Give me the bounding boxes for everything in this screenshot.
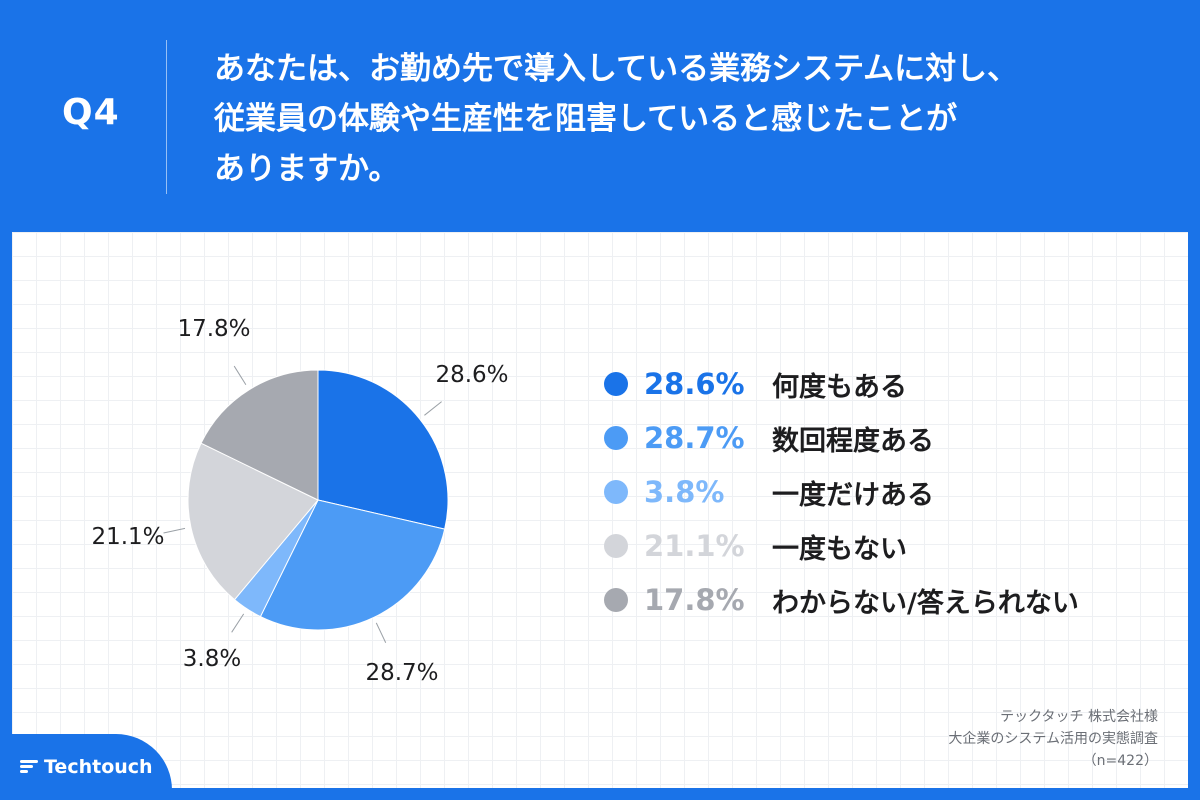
pie-slice-5 <box>200 369 319 501</box>
slice-label-3: 3.8% <box>183 646 241 672</box>
legend-item-5: 17.8% わからない/答えられない <box>604 580 1079 620</box>
pie-slice-4 <box>187 442 319 601</box>
legend-value-1: 28.6% <box>644 367 745 401</box>
legend-value-3: 3.8% <box>644 475 725 509</box>
legend-value-2: 28.7% <box>644 421 745 455</box>
legend-dot-5 <box>604 588 628 612</box>
leader-line-1 <box>424 401 442 416</box>
question-line-2: 従業員の体験や生産性を阻害していると感じたことが <box>214 101 958 137</box>
slice-label-5: 17.8% <box>177 316 250 342</box>
leader-line-3 <box>231 613 245 633</box>
legend-dot-2 <box>604 426 628 450</box>
slice-label-4: 21.1% <box>91 524 164 550</box>
legend-dot-1 <box>604 372 628 396</box>
legend-value-5: 17.8% <box>644 583 745 617</box>
question-number: Q4 <box>62 92 120 133</box>
leader-line-2 <box>375 622 387 643</box>
pie-slice-1 <box>317 369 449 530</box>
legend-label-2: 数回程度ある <box>772 425 934 457</box>
source-note: テックタッチ 株式会社様 大企業のシステム活用の実態調査 （n=422） <box>948 706 1158 772</box>
header-banner: Q4 あなたは、お勤め先で導入している業務システムに対し、 従業員の体験や生産性… <box>0 0 1200 232</box>
techtouch-logo: Techtouch <box>20 756 153 778</box>
source-line-3: （n=422） <box>1082 753 1158 769</box>
question-line-1: あなたは、お勤め先で導入している業務システムに対し、 <box>214 51 1019 87</box>
legend-label-1: 何度もある <box>772 371 907 403</box>
legend-item-2: 28.7% 数回程度ある <box>604 418 934 458</box>
leader-line-5 <box>233 365 247 385</box>
slice-label-2: 28.7% <box>365 660 438 686</box>
source-line-1: テックタッチ 株式会社様 <box>1000 709 1158 725</box>
slice-label-1: 28.6% <box>435 362 508 388</box>
question-line-3: ありますか。 <box>214 151 400 187</box>
logo-text: Techtouch <box>44 756 153 778</box>
pie-slice-2 <box>259 499 446 631</box>
question-text: あなたは、お勤め先で導入している業務システムに対し、 従業員の体験や生産性を阻害… <box>214 44 1144 194</box>
legend-item-1: 28.6% 何度もある <box>604 364 907 404</box>
legend-label-3: 一度だけある <box>772 479 934 511</box>
header-divider <box>166 40 167 194</box>
legend-label-5: わからない/答えられない <box>772 587 1079 619</box>
legend-dot-3 <box>604 480 628 504</box>
leader-line-4 <box>163 527 186 534</box>
legend-item-4: 21.1% 一度もない <box>604 526 907 566</box>
source-line-2: 大企業のシステム活用の実態調査 <box>948 731 1158 747</box>
legend-dot-4 <box>604 534 628 558</box>
legend-value-4: 21.1% <box>644 529 745 563</box>
legend-label-4: 一度もない <box>772 533 907 565</box>
legend-item-3: 3.8% 一度だけある <box>604 472 934 512</box>
techtouch-logo-icon <box>20 760 38 774</box>
